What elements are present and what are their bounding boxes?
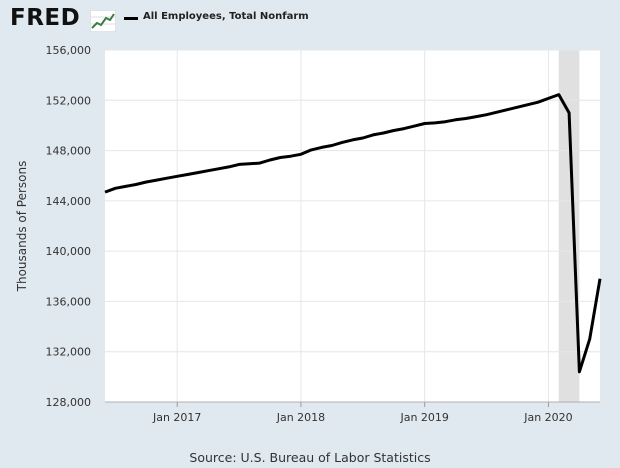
- y-tick-label: 128,000: [46, 396, 92, 409]
- y-tick-label: 148,000: [46, 145, 92, 158]
- series-line: [104, 93, 602, 374]
- x-tick-label: Jan 2019: [399, 411, 448, 424]
- x-tick-label: Jan 2018: [276, 411, 325, 424]
- y-tick-label: 132,000: [46, 346, 92, 359]
- legend-label: All Employees, Total Nonfarm: [143, 11, 309, 22]
- y-tick-label: 156,000: [46, 44, 92, 57]
- recession-shading: [558, 50, 580, 402]
- y-tick-label: 140,000: [46, 245, 92, 258]
- y-tick-label: 152,000: [46, 94, 92, 107]
- x-tick-label: Jan 2020: [523, 411, 572, 424]
- header: FRED All Employees, Total Nonfarm: [0, 0, 620, 40]
- y-axis-label: Thousands of Persons: [15, 161, 29, 293]
- trend-graph-icon: [90, 10, 116, 32]
- y-tick-label: 136,000: [46, 295, 92, 308]
- source-note: Source: U.S. Bureau of Labor Statistics: [189, 450, 431, 465]
- fred-logo[interactable]: FRED: [10, 5, 81, 31]
- x-tick-label: Jan 2017: [152, 411, 201, 424]
- y-tick-label: 144,000: [46, 195, 92, 208]
- legend-swatch: [124, 17, 138, 20]
- plot-area: [105, 50, 600, 402]
